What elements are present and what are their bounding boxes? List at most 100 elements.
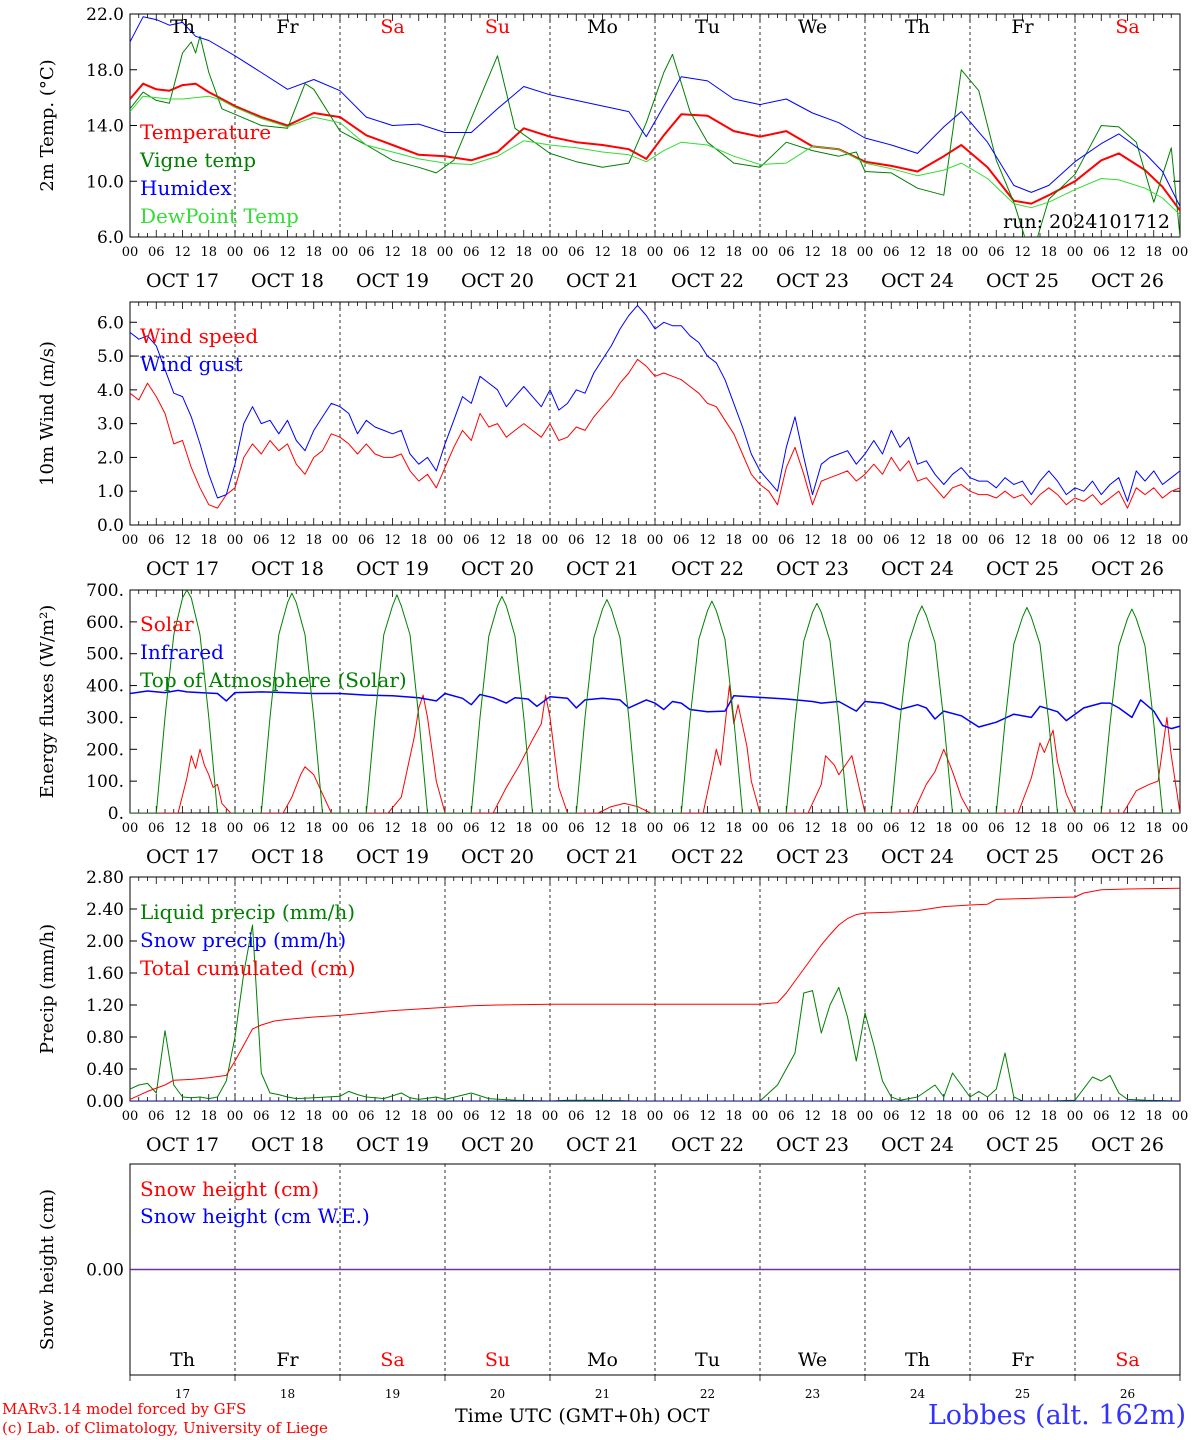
hour-label: 00 bbox=[1172, 1109, 1189, 1124]
date-label: OCT 17 bbox=[146, 270, 219, 292]
date-label: OCT 24 bbox=[881, 1134, 954, 1156]
hour-label: 06 bbox=[1093, 245, 1110, 260]
hour-label: 06 bbox=[148, 245, 165, 260]
hour-label: 00 bbox=[1172, 533, 1189, 548]
y-tick-label: 14.0 bbox=[86, 117, 124, 137]
hour-label: 00 bbox=[542, 533, 559, 548]
hour-label: 06 bbox=[673, 533, 690, 548]
hour-label: 18 bbox=[935, 821, 952, 836]
hour-label: 12 bbox=[1014, 821, 1031, 836]
weekday-label: We bbox=[798, 1349, 827, 1371]
hour-label: 18 bbox=[725, 533, 742, 548]
hour-label: 12 bbox=[174, 821, 191, 836]
day-number-label: 18 bbox=[280, 1387, 295, 1401]
date-label: OCT 19 bbox=[356, 846, 429, 868]
hour-label: 06 bbox=[778, 821, 795, 836]
hour-label: 12 bbox=[489, 245, 506, 260]
y-tick-label: 2.80 bbox=[86, 868, 124, 888]
date-label: OCT 20 bbox=[461, 558, 534, 580]
hour-label: 00 bbox=[542, 1109, 559, 1124]
hour-label: 12 bbox=[384, 1109, 401, 1124]
hour-label: 18 bbox=[1040, 533, 1057, 548]
y-tick-label: 200. bbox=[86, 740, 124, 760]
series-line bbox=[130, 924, 1180, 1101]
y-tick-label: 300. bbox=[86, 708, 124, 728]
panel-2: 0.0 1.0 2.0 3.0 4.0 5.0 6.0 10m Wind (m/s) Wind … bbox=[37, 301, 1189, 580]
hour-label: 06 bbox=[673, 821, 690, 836]
hour-label: 00 bbox=[437, 821, 454, 836]
date-label: OCT 26 bbox=[1091, 270, 1164, 292]
weekday-label: Th bbox=[905, 16, 930, 38]
day-number-label: 20 bbox=[490, 1387, 505, 1401]
hour-label: 00 bbox=[962, 245, 979, 260]
hour-label: 00 bbox=[122, 533, 139, 548]
hour-label: 18 bbox=[305, 821, 322, 836]
date-label: OCT 23 bbox=[776, 558, 849, 580]
hour-label: 06 bbox=[568, 245, 585, 260]
hour-label: 18 bbox=[1040, 245, 1057, 260]
legend-entry: Infrared bbox=[140, 640, 224, 664]
hour-label: 00 bbox=[752, 533, 769, 548]
series-line bbox=[130, 304, 1180, 502]
hour-label: 12 bbox=[174, 533, 191, 548]
hour-label: 00 bbox=[332, 245, 349, 260]
y-tick-label: 1.60 bbox=[86, 964, 124, 984]
hour-label: 12 bbox=[489, 533, 506, 548]
hour-label: 00 bbox=[962, 821, 979, 836]
series-group bbox=[130, 590, 1180, 813]
y-axis-label: Precip (mm/h) bbox=[37, 924, 58, 1054]
hour-label: 12 bbox=[804, 245, 821, 260]
hour-label: 00 bbox=[227, 245, 244, 260]
model-credit: MARv3.14 model forced by GFS bbox=[2, 1400, 247, 1418]
hour-label: 18 bbox=[830, 821, 847, 836]
hour-label: 12 bbox=[594, 821, 611, 836]
hour-label: 18 bbox=[515, 821, 532, 836]
hour-label: 18 bbox=[1145, 245, 1162, 260]
date-label: OCT 22 bbox=[671, 1134, 744, 1156]
hour-label: 06 bbox=[673, 245, 690, 260]
weekday-label: Th bbox=[170, 16, 195, 38]
series-line bbox=[130, 82, 1180, 212]
hour-label: 06 bbox=[778, 533, 795, 548]
hour-label: 06 bbox=[1093, 821, 1110, 836]
date-label: OCT 19 bbox=[356, 558, 429, 580]
date-label: OCT 19 bbox=[356, 270, 429, 292]
hour-label: 18 bbox=[200, 245, 217, 260]
hour-label: 06 bbox=[883, 533, 900, 548]
x-axis-title: Time UTC (GMT+0h) OCT bbox=[455, 1405, 710, 1427]
hour-label: 00 bbox=[437, 245, 454, 260]
hour-label: 06 bbox=[883, 245, 900, 260]
date-label: OCT 21 bbox=[566, 1134, 639, 1156]
hour-label: 12 bbox=[699, 1109, 716, 1124]
weekday-label: Th bbox=[905, 1349, 930, 1371]
hour-label: 12 bbox=[1014, 245, 1031, 260]
run-annotation: run: 2024101712 bbox=[1003, 211, 1170, 233]
hour-label: 12 bbox=[1014, 1109, 1031, 1124]
hour-label: 00 bbox=[122, 821, 139, 836]
hour-label: 12 bbox=[909, 533, 926, 548]
hour-label: 18 bbox=[935, 1109, 952, 1124]
legend-entry: Top of Atmosphere (Solar) bbox=[140, 668, 407, 692]
date-label: OCT 23 bbox=[776, 1134, 849, 1156]
hour-label: 06 bbox=[568, 821, 585, 836]
hour-label: 18 bbox=[410, 245, 427, 260]
hour-label: 12 bbox=[174, 245, 191, 260]
date-label: OCT 24 bbox=[881, 558, 954, 580]
legend-entry: Total cumulated (cm) bbox=[140, 956, 356, 980]
hour-label: 06 bbox=[673, 1109, 690, 1124]
y-tick-label: 22.0 bbox=[86, 5, 124, 25]
hour-label: 18 bbox=[305, 1109, 322, 1124]
hour-label: 18 bbox=[830, 1109, 847, 1124]
hour-label: 18 bbox=[935, 245, 952, 260]
y-tick-label: 5.0 bbox=[97, 347, 124, 367]
weekday-label: Fr bbox=[1011, 16, 1034, 38]
series-line bbox=[130, 685, 1180, 813]
hour-label: 12 bbox=[909, 821, 926, 836]
hour-label: 18 bbox=[200, 821, 217, 836]
lab-credit: (c) Lab. of Climatology, University of L… bbox=[2, 1419, 328, 1437]
hour-label: 00 bbox=[437, 533, 454, 548]
hour-label: 00 bbox=[332, 1109, 349, 1124]
hour-label: 06 bbox=[568, 533, 585, 548]
date-label: OCT 25 bbox=[986, 558, 1059, 580]
y-tick-label: 2.40 bbox=[86, 900, 124, 920]
